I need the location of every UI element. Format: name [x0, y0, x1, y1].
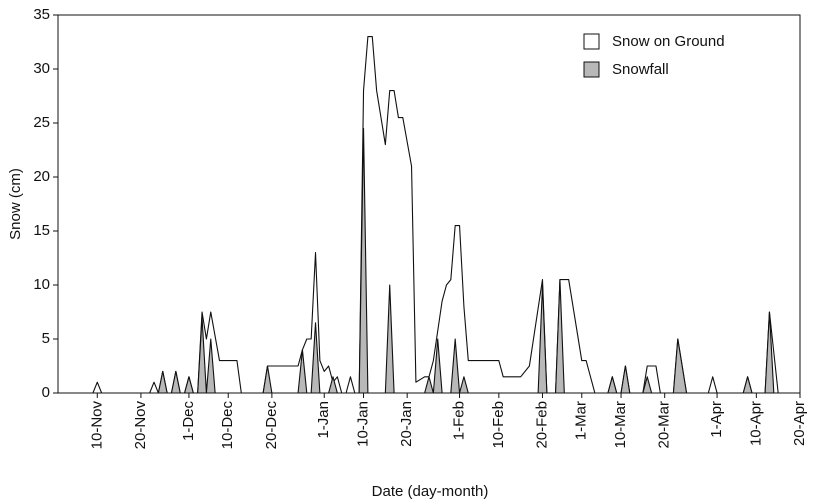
legend-swatch	[583, 61, 600, 78]
x-tick-label: 20-Mar	[656, 401, 673, 449]
x-tick-label: 20-Apr	[791, 401, 808, 446]
x-axis-label: Date (day-month)	[372, 483, 489, 500]
y-tick-label: 10	[33, 276, 50, 293]
x-tick-label: 20-Nov	[132, 401, 149, 450]
legend-swatch	[583, 33, 600, 50]
y-tick-label: 35	[33, 6, 50, 23]
x-tick-label: 20-Feb	[533, 401, 550, 449]
x-tick-label: 10-Feb	[490, 401, 507, 449]
y-axis-label: Snow (cm)	[7, 168, 24, 240]
y-tick-label: 15	[33, 222, 50, 239]
area	[157, 127, 775, 394]
y-tick-label: 30	[33, 60, 50, 77]
y-tick-label: 25	[33, 114, 50, 131]
x-tick-label: 20-Jan	[398, 401, 415, 447]
x-tick-label: 10-Apr	[747, 401, 764, 446]
plot-frame	[57, 14, 801, 394]
y-tick-label: 0	[42, 384, 50, 401]
x-tick-label: 10-Nov	[88, 401, 105, 450]
area	[92, 36, 779, 394]
y-tick-label: 5	[42, 330, 50, 347]
x-tick-label: 1-Jan	[315, 401, 332, 439]
legend-label: Snow on Ground	[612, 33, 725, 50]
legend-label: Snowfall	[612, 61, 669, 78]
x-tick-label: 1-Apr	[708, 401, 725, 438]
y-tick-label: 20	[33, 168, 50, 185]
x-tick-label: 20-Dec	[263, 401, 280, 450]
x-tick-label: 10-Jan	[354, 401, 371, 447]
x-tick-label: 1-Mar	[573, 401, 590, 440]
x-tick-label: 10-Mar	[612, 401, 629, 449]
x-tick-label: 10-Dec	[219, 401, 236, 450]
x-tick-label: 1-Dec	[180, 401, 197, 442]
x-tick-label: 1-Feb	[451, 401, 468, 440]
